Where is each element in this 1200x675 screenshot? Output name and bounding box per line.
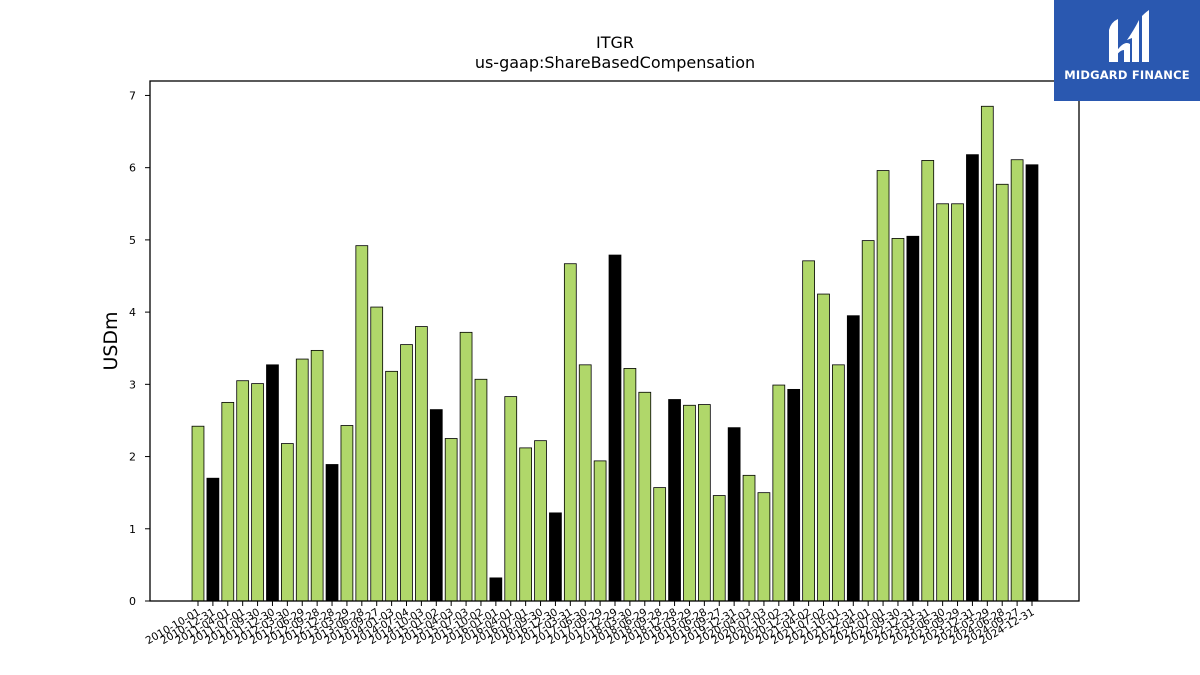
chart-subtitle: us-gaap:ShareBasedCompensation [475,53,755,72]
x-axis-ticks: 2010-10-012010-12-312011-04-012011-07-01… [144,601,1037,647]
bar-2015-01-02 [429,409,443,602]
bar-2018-03-30 [623,368,637,602]
y-tick-label: 3 [129,378,136,391]
bar-2015-10-02 [474,378,488,602]
bar-2015-04-03 [444,438,458,602]
y-tick-label: 1 [129,523,136,536]
plot-frame [149,80,1080,602]
bar-2012-09-28 [310,349,324,602]
bar-2024-06-28 [995,183,1009,602]
bar-2020-04-03 [742,474,756,602]
bar-2012-12-28 [325,464,339,602]
bar-2020-07-03 [757,492,771,602]
y-tick-label: 2 [129,451,136,464]
bar-2015-07-03 [459,331,473,602]
bar-2010-12-31 [206,477,220,602]
bar-2024-12-31 [1025,164,1039,602]
bar-2018-09-28 [653,487,667,602]
bar-2011-07-01 [236,380,250,602]
brand-name: MIDGARD FINANCE [1064,68,1190,82]
bar-2017-12-29 [608,254,622,602]
bar-2013-06-28 [355,245,369,602]
bar-2024-09-27 [1010,159,1024,602]
bar-2016-01-01 [489,577,503,602]
bar-2014-01-03 [385,370,398,602]
bar-2014-07-04 [400,344,413,602]
bar-2017-03-31 [563,263,577,602]
bar-2013-03-29 [340,425,354,602]
bar-2021-10-01 [832,364,845,602]
bar-2016-09-30 [534,440,547,602]
bar-2022-04-01 [861,240,875,602]
bar-2023-12-31 [966,154,979,602]
bar-2016-07-01 [519,447,533,602]
bar-2019-09-27 [712,495,726,602]
bar-2023-09-29 [951,203,964,602]
bar-2019-03-29 [683,404,696,602]
y-tick-label: 4 [129,306,136,319]
bar-2017-06-30 [578,364,592,602]
bar-2011-12-30 [266,364,279,602]
bar-2022-09-30 [891,238,905,602]
y-tick-label: 0 [129,595,136,608]
bar-2020-10-02 [772,384,786,602]
bar-2016-12-30 [549,512,562,602]
y-tick-label: 6 [129,162,136,175]
bar-2011-04-01 [221,401,235,602]
bar-2021-04-02 [802,260,815,602]
bar-2012-06-29 [295,358,309,602]
bar-2018-06-29 [638,391,652,602]
brand-logo: MIDGARD FINANCE [1054,0,1200,101]
y-axis-label: USDm [100,311,122,370]
bar-2013-09-27 [370,306,384,602]
bar-2023-03-31 [921,160,935,602]
bar-2017-09-29 [593,460,607,602]
midgard-finance-logo-icon [1109,10,1149,62]
chart-title: ITGR [596,33,634,52]
bar-2011-09-30 [251,383,264,602]
bar-2021-12-31 [846,315,860,602]
bar-2014-10-03 [415,326,428,602]
y-tick-label: 5 [129,234,136,247]
y-axis-ticks: 0 1 2 3 4 5 6 7 [129,89,150,608]
bar-2021-07-02 [817,293,830,602]
bar-2010-10-01 [191,425,205,602]
bar-2023-06-30 [936,203,950,602]
bar-2012-03-30 [280,443,294,602]
y-tick-label: 7 [129,89,136,102]
bar-2016-04-01 [504,396,518,602]
bar-2020-12-31 [787,388,801,602]
bar-2022-07-01 [876,170,890,602]
bar-2022-12-31 [906,235,920,602]
bar-2019-12-31 [727,427,741,602]
bar-2024-03-29 [980,105,994,602]
bar-2018-12-28 [668,399,681,602]
bars-group [191,105,1039,602]
bar-2019-06-28 [698,404,711,602]
